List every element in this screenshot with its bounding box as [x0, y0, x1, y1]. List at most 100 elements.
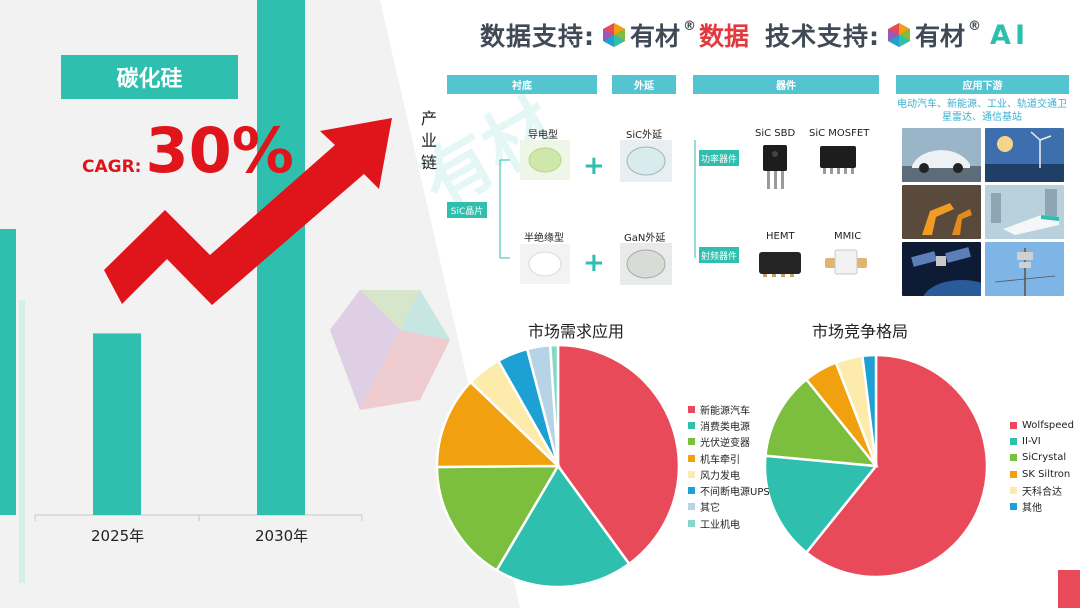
pie2-slice-0	[804, 353, 989, 579]
pie2-legend-label: 天科合达	[1022, 486, 1062, 498]
pie1-legend-swatch	[688, 438, 695, 446]
page-title: 碳化硅	[61, 55, 238, 99]
pie2-slice-2	[764, 377, 879, 468]
hemt-chip-image	[759, 252, 801, 277]
pie2-legend-label: SiCrystal	[1022, 452, 1067, 464]
pie1-legend-item: 机车牵引	[688, 450, 770, 466]
device-hemt-label: HEMT	[766, 231, 795, 242]
data-support-label: 数据支持:	[480, 22, 595, 51]
pie2-legend-swatch	[1010, 437, 1017, 445]
pie1-legend-item: 新能源汽车	[688, 401, 770, 417]
sic-mosfet-chip-image	[820, 146, 856, 174]
pie2-legend-item: Wolfspeed	[1010, 417, 1074, 433]
pie2-legend-swatch	[1010, 470, 1017, 478]
cagr-annotation: CAGR: 30%	[82, 120, 294, 182]
pie1-legend-item: 光伏逆变器	[688, 434, 770, 450]
device-group-rf: 射频器件	[699, 247, 739, 263]
header-bar: 数据支持: 有材 ® 数据 技术支持: 有材 ® AI	[480, 14, 1029, 56]
device-mmic-label: MMIC	[834, 231, 862, 242]
gan-epi-wafer-image	[620, 243, 672, 285]
pie2-legend-item: SiCrystal	[1010, 450, 1074, 466]
industry-chain-label: 产业链	[420, 109, 437, 172]
brand-youcai-ai: 有材 ® AI	[886, 17, 1029, 53]
cagr-label: CAGR:	[82, 157, 142, 177]
plus-icon: +	[583, 151, 605, 181]
brand2-name: 有材	[915, 22, 966, 51]
wafer-label: SiC晶片	[447, 202, 487, 218]
conductive-wafer-image	[520, 140, 570, 180]
bar-2025年	[93, 333, 141, 515]
pie2-slice-1	[763, 454, 879, 555]
pie2-legend-swatch	[1010, 503, 1017, 511]
device-sic-sbd-label: SiC SBD	[755, 128, 796, 139]
cagr-value: 30%	[145, 114, 294, 187]
sic-epi-wafer-image	[620, 140, 672, 182]
pie2-legend: Wolfspeed II-VI SiCrystal SK Siltron 天科合达其他	[1010, 417, 1074, 515]
pie2-legend-swatch	[1010, 486, 1017, 494]
pie1-legend-label: 其它	[700, 503, 720, 515]
epitaxy-gan-label: GaN外延	[624, 233, 666, 244]
pie1-legend-swatch	[688, 405, 695, 413]
pie1-legend-item: 风力发电	[688, 466, 770, 482]
section-header-epitaxy: 外延	[612, 75, 676, 94]
pie2-legend-item: 天科合达	[1010, 482, 1074, 498]
pie2-legend-label: 其他	[1022, 503, 1042, 515]
pie1-legend-item: 工业机电	[688, 515, 770, 531]
watermark-logo	[330, 290, 450, 410]
bar-x-label-2030: 2030年	[255, 527, 309, 545]
photo-wind-solar	[985, 128, 1064, 182]
corner-accent	[1058, 570, 1080, 608]
pie1-slice-1	[494, 463, 631, 589]
pie2-legend-swatch	[1010, 421, 1017, 429]
pie1-slice-2	[435, 464, 561, 573]
pie1-legend-label: 不间断电源UPS	[700, 487, 770, 499]
pie2-legend-label: SK Siltron	[1022, 468, 1071, 480]
pie1-legend-item: 消费类电源	[688, 417, 770, 433]
brand1-name-a: 有材	[630, 22, 681, 51]
device-sic-mosfet-label: SiC MOSFET	[809, 128, 870, 139]
pie1-legend-swatch	[688, 421, 695, 429]
photo-industrial-robot	[902, 185, 981, 239]
pie1-legend-label: 风力发电	[700, 470, 740, 482]
semi-insulating-wafer-image	[520, 244, 570, 284]
pie1-slice-3	[435, 380, 562, 469]
pie1-slice-0	[556, 343, 681, 566]
youcai-logo-icon	[888, 23, 911, 47]
pie2-legend-item: 其他	[1010, 498, 1074, 514]
section-header-devices: 器件	[693, 75, 879, 94]
photo-satellite	[902, 242, 981, 296]
plus-icon: +	[583, 248, 605, 278]
pie2-legend-item: SK Siltron	[1010, 466, 1074, 482]
epitaxy-sic-label: SiC外延	[626, 130, 663, 141]
pie1-slice-7	[548, 343, 560, 467]
mmic-chip-image	[825, 249, 867, 275]
pie1-legend-swatch	[688, 454, 695, 462]
bar-chart	[34, 0, 392, 521]
pie1-legend-item: 其它	[688, 499, 770, 515]
pie2-legend-label: II-VI	[1022, 435, 1041, 447]
photo-rail-transit	[985, 185, 1064, 239]
trend-arrow	[104, 118, 392, 305]
photo-electric-car	[902, 128, 981, 182]
substrate-semi-insulating-label: 半绝缘型	[524, 233, 564, 244]
pie2-slice-5	[860, 353, 878, 467]
brand-youcai-data: 有材 ® 数据	[601, 17, 749, 53]
photo-communication-tower	[985, 242, 1064, 296]
downstream-applications-text: 电动汽车、新能源、工业、轨道交通卫星雷达、通信基站	[897, 99, 1067, 123]
pie1-legend: 新能源汽车消费类电源光伏逆变器机车牵引风力发电不间断电源UPS 其它工业机电	[688, 401, 770, 531]
substrate-conductive-label: 导电型	[528, 130, 558, 141]
brand1-name-b: 数据	[699, 22, 750, 51]
pie1-legend-swatch	[688, 470, 695, 478]
brand1-reg-mark: ®	[683, 19, 697, 34]
pie2-legend-item: II-VI	[1010, 433, 1074, 449]
pie1-legend-label: 工业机电	[700, 519, 740, 531]
pie1-legend-item: 不间断电源UPS	[688, 482, 770, 498]
pie1-title: 市场需求应用	[528, 322, 625, 341]
pie1-legend-label: 机车牵引	[700, 454, 740, 466]
pie1-legend-label: 消费类电源	[700, 421, 750, 433]
bar-x-label-2025: 2025年	[91, 527, 145, 545]
pie2-legend-swatch	[1010, 454, 1017, 462]
pie1-legend-label: 光伏逆变器	[700, 438, 750, 450]
